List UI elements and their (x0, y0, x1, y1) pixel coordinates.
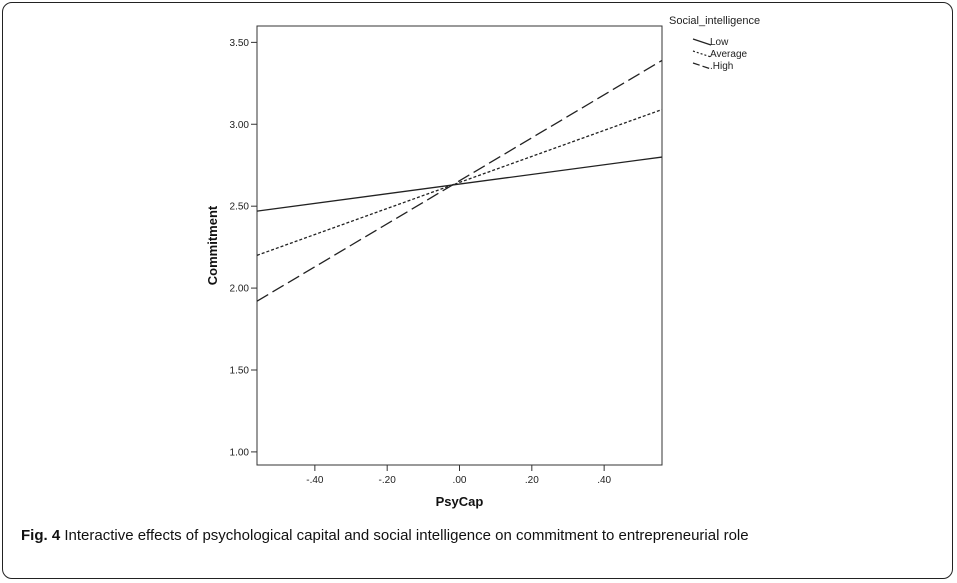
y-tick-label: 1.50 (230, 365, 250, 376)
legend-swatch (692, 50, 712, 58)
series-line-1 (256, 156, 663, 212)
plot-area (256, 25, 663, 466)
y-tick-label: 3.00 (230, 120, 250, 131)
caption-label: Fig. 4 (21, 527, 61, 544)
legend-swatch (692, 62, 712, 70)
legend-swatch (692, 38, 712, 46)
x-tick-label: .20 (525, 475, 539, 486)
x-tick-label: .40 (597, 475, 611, 486)
y-axis-label: Commitment (205, 205, 220, 285)
series-line-3 (256, 59, 663, 302)
x-tick-label: .00 (453, 475, 467, 486)
chart: 1.00 1.50 2.00 2.50 3.00 3.50 -.40 -.20 .00 .20 .4… (205, 15, 760, 509)
x-axis-label: PsyCap (436, 494, 484, 509)
y-tick-label: 2.00 (230, 284, 250, 295)
x-tick-label: -.20 (379, 475, 397, 486)
y-tick-label: 2.50 (230, 202, 250, 213)
legend-title: Social_intelligence (669, 15, 760, 27)
y-tick-label: 3.50 (230, 38, 250, 49)
legend-label: .High (710, 61, 733, 72)
x-tick-label: -.40 (306, 475, 324, 486)
series-line-2 (256, 108, 663, 256)
y-tick-label: 1.00 (230, 447, 250, 458)
legend-label: Low (710, 37, 729, 48)
figure-caption: Fig. 4 Interactive effects of psychologi… (21, 525, 841, 546)
caption-text: Interactive effects of psychological cap… (60, 527, 749, 544)
legend-label: Average (710, 49, 748, 60)
